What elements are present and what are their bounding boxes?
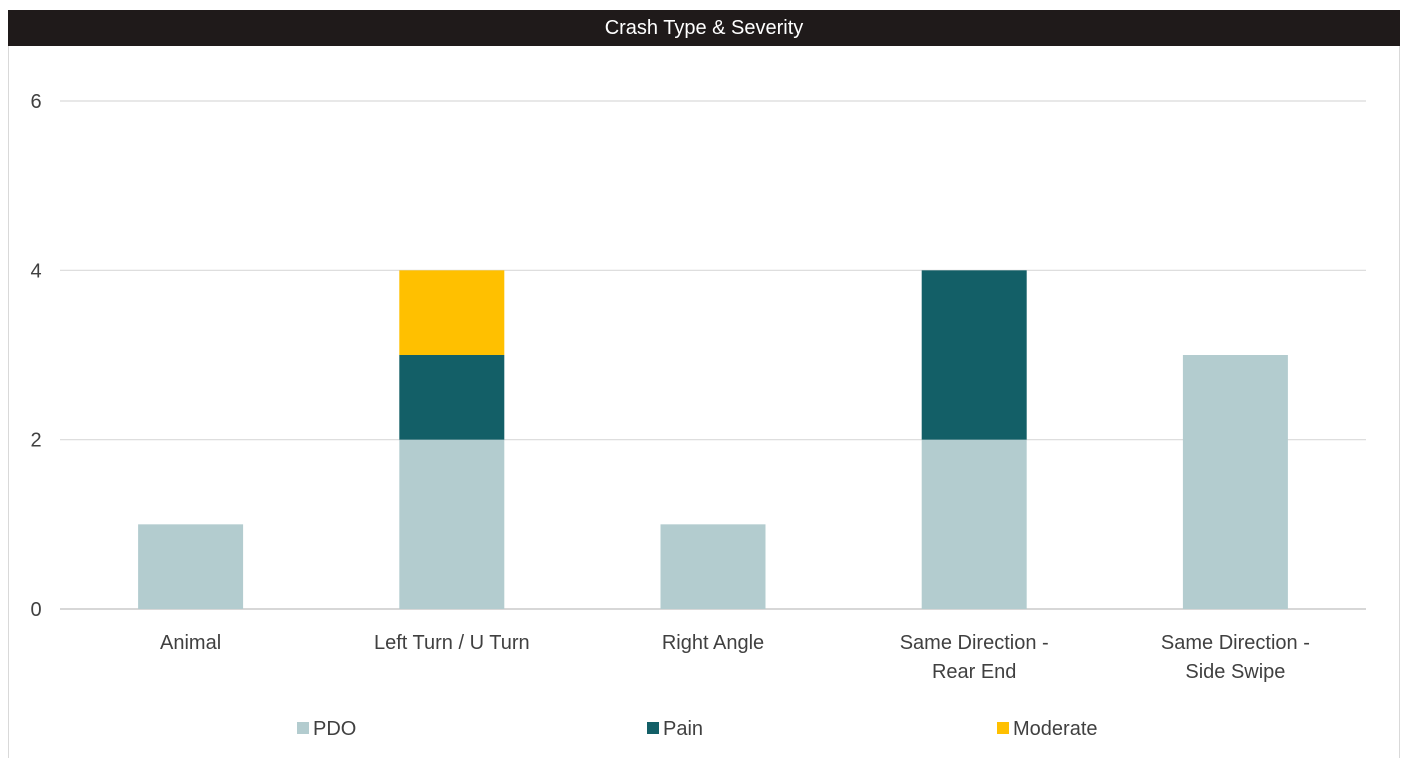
bar-pdo bbox=[660, 524, 766, 609]
category-label: Same Direction - bbox=[1161, 632, 1310, 654]
legend-label: Pain bbox=[663, 718, 703, 740]
category-label: Same Direction - bbox=[900, 632, 1049, 654]
legend-swatch bbox=[297, 722, 309, 734]
legend-label: PDO bbox=[313, 718, 356, 740]
y-tick-label: 2 bbox=[30, 430, 41, 452]
category-label: Animal bbox=[160, 632, 221, 654]
bar-pdo bbox=[399, 439, 505, 609]
bar-pdo bbox=[921, 439, 1027, 609]
bar-pain bbox=[399, 355, 505, 440]
bar-pain bbox=[921, 270, 1027, 440]
chart-frame bbox=[8, 10, 1400, 758]
category-label: Side Swipe bbox=[1185, 661, 1285, 683]
y-tick-label: 0 bbox=[30, 599, 41, 621]
bar-pdo bbox=[138, 524, 244, 609]
category-label: Right Angle bbox=[662, 632, 764, 654]
legend-swatch bbox=[647, 722, 659, 734]
y-tick-label: 4 bbox=[30, 260, 41, 282]
chart-title: Crash Type & Severity bbox=[8, 10, 1400, 46]
bar-moderate bbox=[399, 270, 505, 355]
category-label: Left Turn / U Turn bbox=[374, 632, 530, 654]
bar-pdo bbox=[1182, 355, 1288, 609]
category-label: Rear End bbox=[932, 661, 1017, 683]
legend-swatch bbox=[997, 722, 1009, 734]
y-tick-label: 6 bbox=[30, 91, 41, 113]
legend-label: Moderate bbox=[1013, 718, 1098, 740]
